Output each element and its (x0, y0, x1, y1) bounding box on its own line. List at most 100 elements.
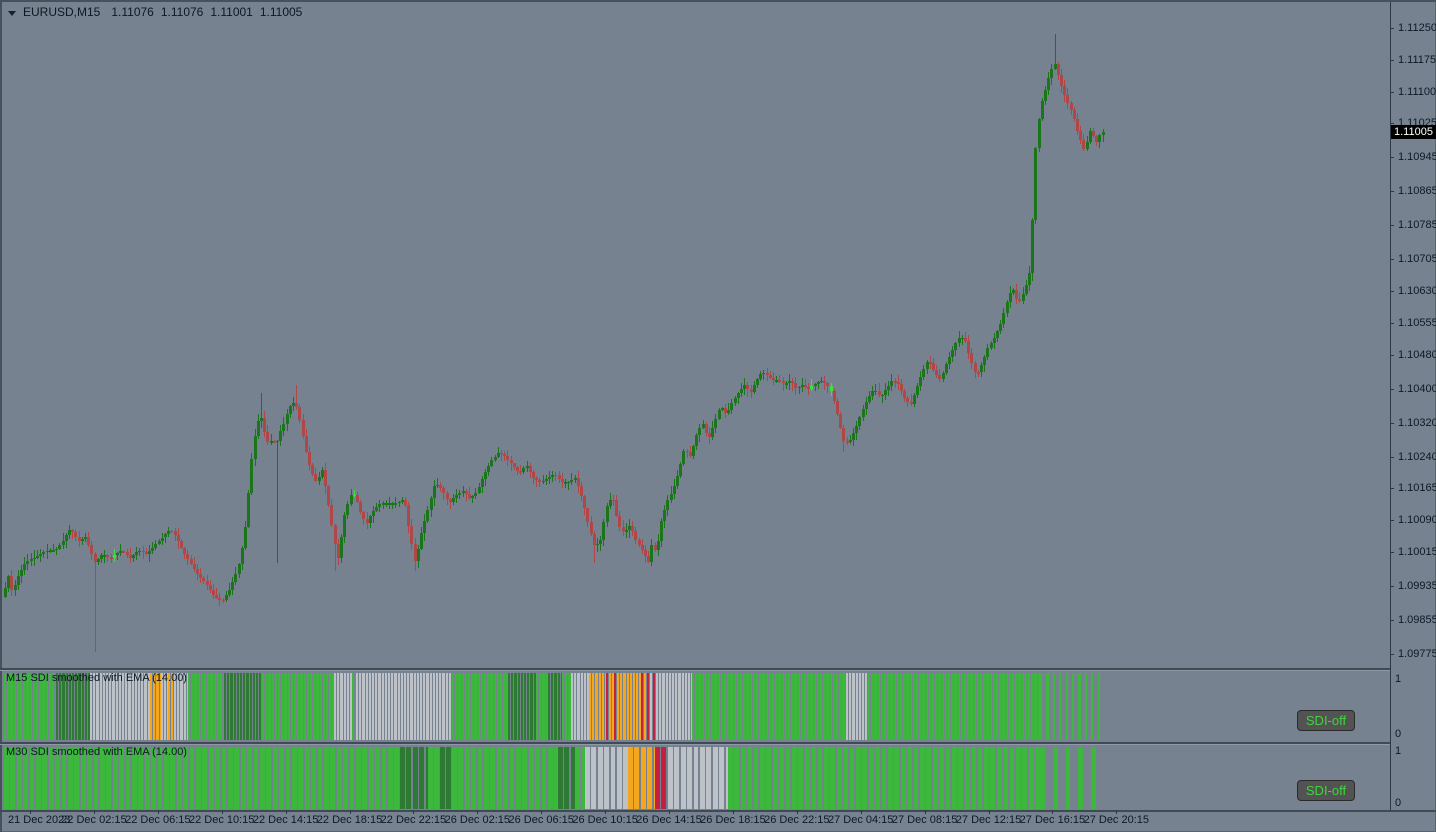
candle-body (644, 549, 647, 557)
price-axis-label: 1.10090 (1398, 514, 1436, 527)
indicator-bar (240, 673, 243, 740)
candle-body (736, 393, 740, 398)
indicator-bar (1003, 747, 1008, 809)
indicator-bar (42, 747, 48, 809)
candle-body (532, 472, 535, 478)
sdi-off-button-m30[interactable]: SDI-off (1297, 780, 1355, 801)
indicator-bar (560, 673, 563, 740)
indicator-bar (511, 673, 514, 740)
indicator-bar (925, 673, 928, 740)
candle-body (912, 394, 916, 405)
price-axis-label: 1.11025 (1398, 117, 1436, 130)
indicator-bar (695, 673, 698, 740)
indicator-bar (186, 673, 189, 740)
indicator-bar (259, 673, 262, 740)
candle-body (26, 561, 30, 565)
indicator-bar (1040, 747, 1045, 809)
candle-body (512, 463, 516, 468)
indicator-bar (1091, 747, 1096, 809)
candle-body (183, 547, 187, 554)
indicator-bar (183, 673, 186, 740)
candle-body (333, 524, 337, 545)
candle-wick (261, 392, 262, 429)
panel-divider-highlight (0, 670, 1390, 671)
time-axis-tick (732, 810, 734, 814)
candle-body (576, 478, 580, 487)
indicator-bar (147, 673, 150, 740)
candle-wick (382, 500, 384, 510)
candle-body (685, 450, 689, 453)
panel-divider[interactable] (0, 742, 1390, 744)
indicator-bar (381, 747, 387, 809)
indicator-bar (639, 673, 642, 740)
indicator-bar (484, 747, 489, 809)
indicator-bar (565, 673, 568, 740)
indicator-bar (740, 673, 743, 740)
candle-body (720, 408, 724, 410)
candle-body (1088, 130, 1092, 142)
candle-body (605, 506, 609, 523)
indicator-bar (948, 673, 951, 740)
panel-divider-highlight (0, 744, 1390, 745)
candle-wick (296, 384, 298, 410)
indicator-bar (711, 673, 714, 740)
indicator-bar (574, 673, 577, 740)
indicator-bar (170, 747, 176, 809)
indicator-bar (875, 747, 880, 809)
indicator-bar (220, 673, 223, 740)
time-axis-label: 26 Dec 02:15 (444, 814, 511, 826)
indicator-bar (96, 673, 99, 740)
candle-body (954, 343, 958, 351)
candle-body (1095, 136, 1099, 143)
indicator-bar (452, 673, 455, 740)
indicator-bar (938, 673, 941, 740)
candle-body (877, 390, 881, 396)
indicator-bar (313, 673, 316, 740)
time-axis-label: 26 Dec 18:15 (700, 814, 766, 826)
indicator-bar (746, 673, 749, 740)
candle-body (218, 597, 222, 600)
indicator-bar (112, 747, 118, 809)
candle-body (7, 576, 11, 589)
indicator-label-m30: M30 SDI smoothed with EMA (14.00) (6, 746, 187, 758)
candle-body (1031, 220, 1035, 274)
candle-body (1072, 109, 1076, 120)
candle-body (4, 588, 7, 597)
indicator-bar (204, 673, 207, 740)
indicator-bar (439, 673, 442, 740)
candle-body (464, 490, 468, 494)
price-axis-tick (1390, 520, 1394, 522)
candle-body (983, 357, 987, 366)
candle-body (519, 471, 523, 473)
candle-body (141, 550, 145, 553)
price-axis-line (1390, 2, 1391, 810)
price-axis-tick (1390, 157, 1394, 159)
indicator-bar (297, 673, 300, 740)
indicator-bar (197, 673, 200, 740)
collapse-arrow-icon[interactable] (8, 10, 16, 16)
candle-body (765, 372, 769, 375)
sdi-off-button-m15[interactable]: SDI-off (1297, 710, 1355, 731)
candle-body (852, 433, 855, 440)
indicator-bar (656, 673, 659, 740)
candle-body (941, 372, 945, 380)
candlestick-chart[interactable] (0, 0, 1390, 668)
candle-body (336, 544, 340, 558)
candle-wick (501, 449, 502, 461)
indicator-bar (725, 747, 731, 809)
candle-wick (878, 383, 880, 397)
indicator-bar (125, 747, 131, 809)
candle-body (698, 428, 702, 435)
price-axis-tick (1390, 586, 1394, 588)
indicator-bar (986, 673, 989, 740)
candle-body (13, 585, 17, 590)
candle-wick (398, 500, 400, 507)
indicator-bar (517, 673, 520, 740)
indicator-bar (926, 747, 932, 809)
candle-body (186, 553, 190, 559)
candle-wick (392, 502, 394, 510)
candle-body (285, 414, 289, 424)
indicator-bar (1018, 673, 1021, 740)
panel-divider[interactable] (0, 668, 1390, 670)
indicator-bar (678, 673, 681, 740)
